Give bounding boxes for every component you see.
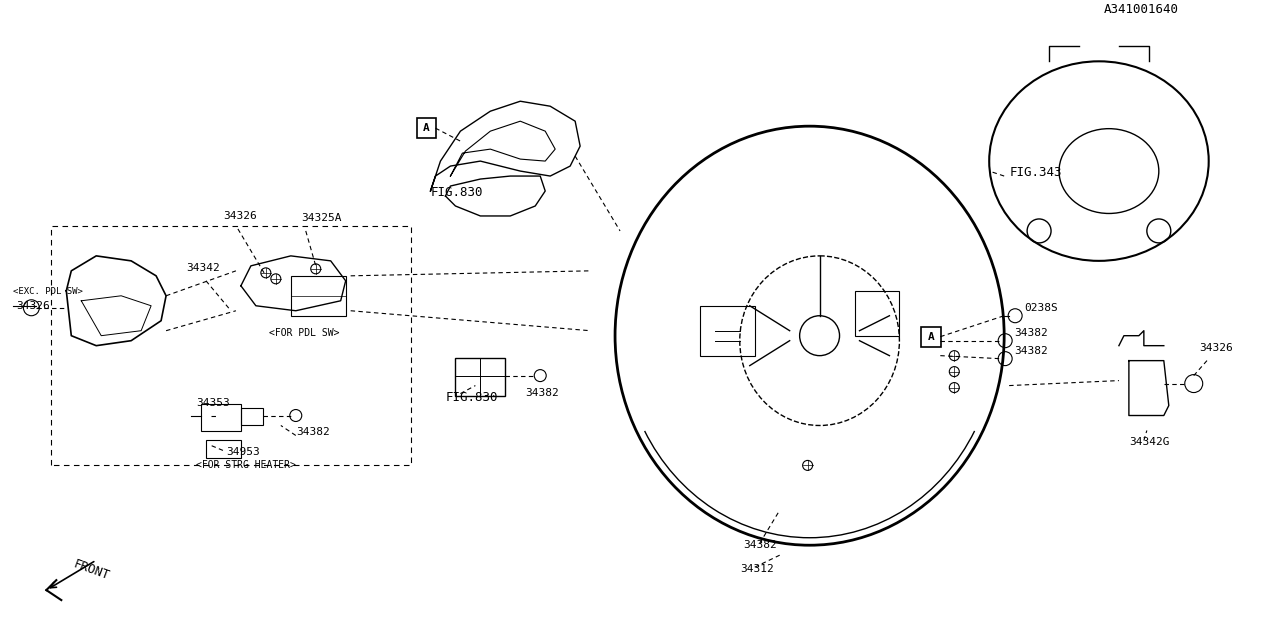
Text: <FOR PDL SW>: <FOR PDL SW> [269, 328, 339, 338]
Bar [456, 358, 506, 396]
Text: 34353: 34353 [196, 397, 229, 408]
Text: A: A [928, 332, 934, 342]
Text: 34342: 34342 [186, 263, 220, 273]
Text: 34342G: 34342G [1129, 438, 1170, 447]
Text: FIG.830: FIG.830 [445, 390, 498, 404]
Text: 34382: 34382 [1014, 346, 1048, 356]
Bar [241, 408, 262, 426]
Text: A341001640: A341001640 [1103, 3, 1179, 17]
Text: 34326: 34326 [1199, 342, 1233, 353]
Text: <EXC. PDL SW>: <EXC. PDL SW> [13, 287, 83, 296]
Bar [855, 291, 900, 336]
Bar [291, 276, 346, 316]
Text: 34326: 34326 [223, 211, 257, 221]
Bar [700, 306, 755, 356]
Text: A: A [424, 123, 430, 133]
Text: FRONT: FRONT [72, 558, 111, 583]
Text: 34382: 34382 [296, 428, 329, 438]
Text: 34312: 34312 [740, 564, 773, 574]
Text: 34382: 34382 [742, 540, 777, 550]
Text: FIG.830: FIG.830 [430, 186, 483, 199]
Bar [206, 440, 241, 458]
Text: 0238S: 0238S [1024, 303, 1057, 313]
Text: 34382: 34382 [525, 388, 559, 397]
Text: 34953: 34953 [227, 447, 260, 458]
Text: 34325A: 34325A [301, 213, 342, 223]
Text: <FOR STRG HEATER>: <FOR STRG HEATER> [196, 460, 296, 470]
Text: FIG.343: FIG.343 [1009, 166, 1061, 179]
Bar [201, 404, 241, 431]
Text: 34326: 34326 [17, 301, 50, 311]
Text: 34382: 34382 [1014, 328, 1048, 338]
